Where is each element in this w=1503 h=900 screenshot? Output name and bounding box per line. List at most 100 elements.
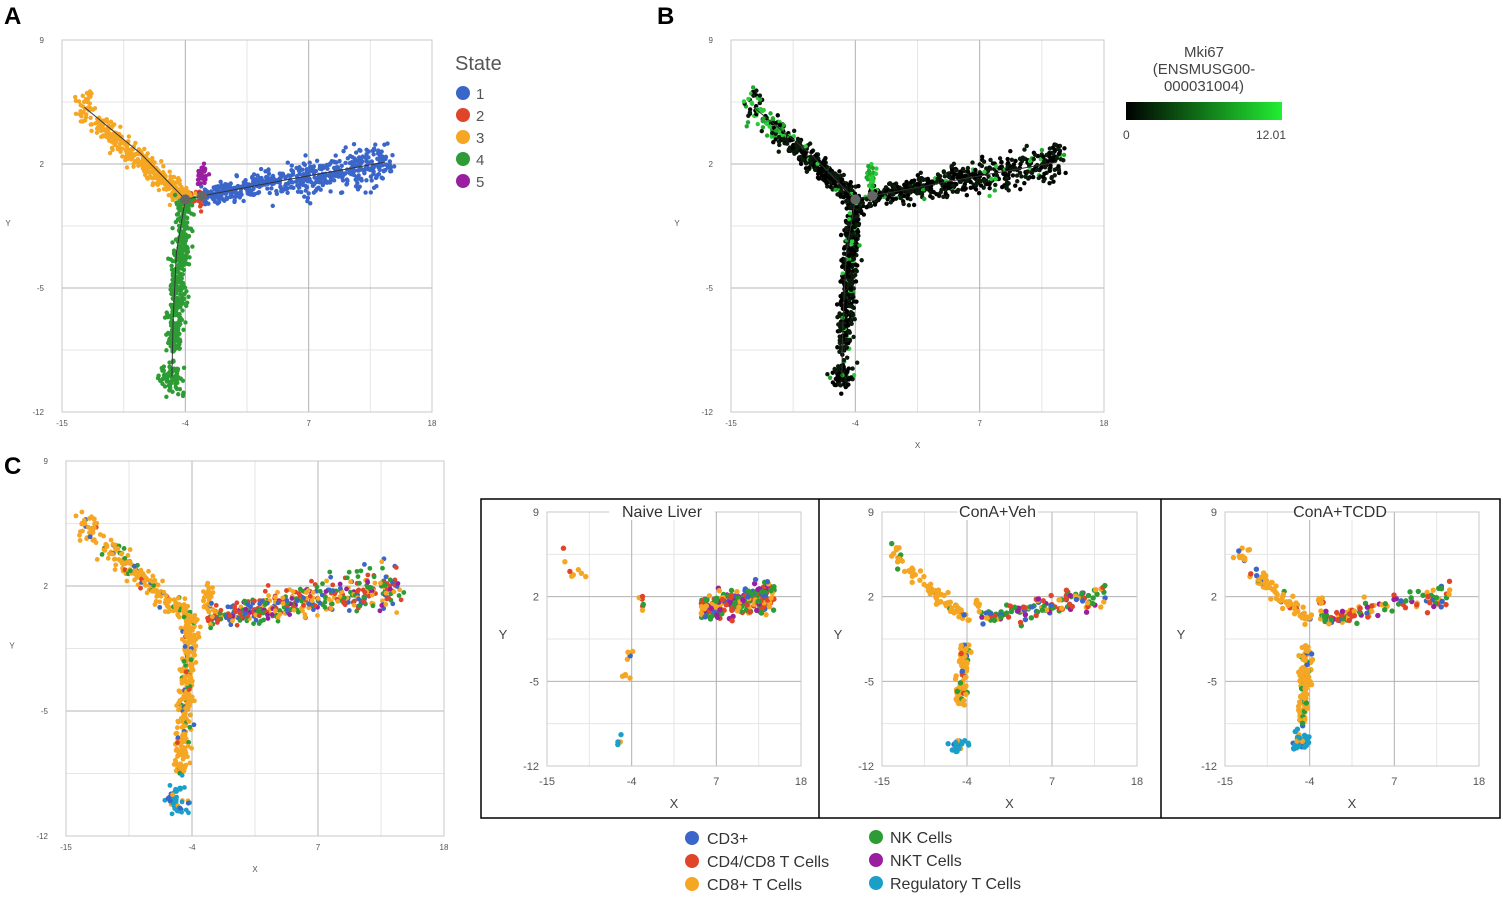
title-backdrop <box>957 502 1038 520</box>
state-point <box>182 261 188 266</box>
cell-point <box>186 640 192 645</box>
y-axis-label: Y <box>5 219 11 228</box>
cell-point <box>962 674 969 681</box>
state-point <box>219 193 224 198</box>
cell-point <box>1098 604 1104 610</box>
state-point <box>154 176 159 181</box>
expression-point <box>857 243 862 248</box>
cell-point <box>998 614 1004 621</box>
expression-point <box>832 382 837 388</box>
cell-point <box>182 630 188 635</box>
cell-point <box>963 646 969 652</box>
x-tick-label: 7 <box>306 419 311 428</box>
inset-title: ConA+Veh <box>959 504 1036 521</box>
cell-point <box>146 568 151 574</box>
expression-point <box>1044 152 1049 158</box>
cell-point <box>151 582 156 588</box>
cell-point <box>728 594 734 601</box>
cell-point <box>105 555 111 561</box>
cell-point <box>135 571 141 576</box>
cell-point <box>768 595 774 601</box>
cell-point <box>730 613 736 620</box>
expression-point <box>840 264 845 270</box>
expression-point <box>1022 147 1027 152</box>
cell-point <box>127 547 133 552</box>
cell-point <box>945 741 951 747</box>
expression-point <box>965 165 971 171</box>
cell-point <box>175 595 181 601</box>
expression-point <box>1013 183 1018 188</box>
cell-point <box>952 740 959 746</box>
state-point <box>390 153 395 158</box>
cell-point <box>1048 592 1054 599</box>
cell-point <box>242 598 247 604</box>
cell-point <box>917 577 923 583</box>
x-axis-label: X <box>1005 796 1014 811</box>
cell-point <box>371 574 377 580</box>
expression-point <box>999 159 1004 165</box>
expression-point <box>976 191 982 196</box>
expression-point <box>848 263 853 268</box>
expression-point <box>825 174 830 180</box>
expression-point <box>854 210 859 215</box>
expression-point <box>803 144 808 149</box>
cell-point <box>380 598 385 604</box>
state-point <box>260 178 266 184</box>
state-point <box>388 168 394 174</box>
expression-point <box>795 144 801 150</box>
state-point <box>391 164 397 169</box>
cell-point <box>142 579 147 585</box>
x-tick-label: -15 <box>874 776 890 788</box>
expression-point <box>1005 160 1011 166</box>
state-point <box>161 373 167 378</box>
expression-point <box>1029 170 1034 176</box>
state-point <box>317 173 323 179</box>
expression-point <box>1009 157 1015 163</box>
cell-point <box>965 617 971 624</box>
state-point <box>186 208 191 213</box>
expression-point <box>1054 155 1060 161</box>
expression-point <box>993 164 999 169</box>
state-point <box>164 348 169 353</box>
expression-point <box>854 218 860 224</box>
cell-point <box>1011 604 1018 610</box>
cell-point <box>361 594 367 600</box>
state-point <box>179 234 184 240</box>
cell-point <box>232 604 238 609</box>
cell-point <box>124 578 130 584</box>
cell-point <box>165 604 171 609</box>
cell-point <box>201 598 207 604</box>
expression-point <box>941 170 947 175</box>
state-point <box>285 160 290 165</box>
cell-point <box>204 582 210 588</box>
state-point <box>177 260 183 265</box>
expression-point <box>793 148 798 154</box>
cell-point <box>379 559 385 565</box>
cell-point <box>640 601 646 608</box>
y-tick-label: -5 <box>1207 676 1217 688</box>
cell-point <box>346 569 352 575</box>
cell-point <box>123 560 129 566</box>
state-point <box>73 94 78 100</box>
state-point <box>167 364 172 370</box>
cell-point <box>894 566 901 572</box>
state-point <box>100 124 105 130</box>
state-point <box>266 171 272 176</box>
state-point <box>339 163 344 169</box>
trajectory-right <box>855 161 1057 200</box>
state-point <box>257 176 263 181</box>
state-point <box>305 195 311 201</box>
cell-point <box>280 595 286 601</box>
cell-point <box>99 552 105 557</box>
state-point <box>385 165 391 170</box>
x-tick-label: -15 <box>1217 776 1233 788</box>
expression-point <box>997 156 1003 161</box>
cell-point <box>257 601 263 607</box>
expression-point <box>754 88 759 93</box>
state-point <box>193 191 198 196</box>
state-point <box>371 169 376 174</box>
state-point <box>253 177 258 182</box>
expression-point <box>834 302 840 307</box>
cell-point <box>209 614 215 620</box>
state-point <box>144 163 149 169</box>
